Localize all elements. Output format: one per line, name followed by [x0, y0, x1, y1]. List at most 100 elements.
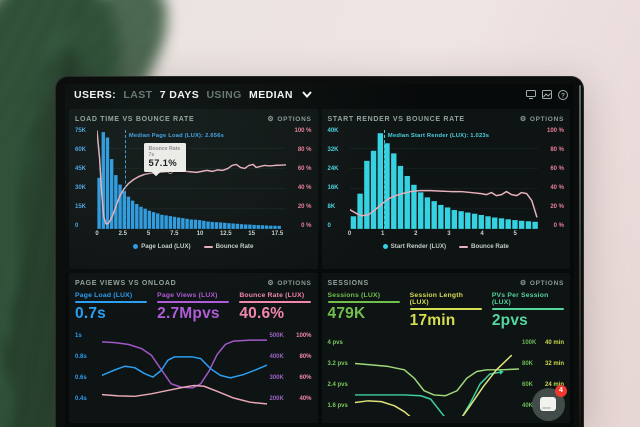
start-render-histogram: 40K 32K 24K 16K 8K 0 Median Start Render (LUX)… [328, 128, 564, 229]
options-button[interactable]: ⚙ OPTIONS [267, 280, 311, 287]
chat-button[interactable]: 4 [532, 385, 567, 421]
chevron-down-icon [302, 90, 312, 98]
dashboard-header: USERS: LAST 7 DAYS USING MEDIAN ? [65, 84, 574, 105]
legend-item[interactable]: Bounce Rate [459, 243, 509, 250]
median-line [383, 130, 385, 229]
monitor-icon[interactable] [526, 90, 536, 99]
axis-tick: 8K [327, 204, 336, 210]
legend-item[interactable]: Page Load (LUX) [133, 243, 191, 250]
metric-value: 0.7s [75, 305, 106, 322]
legend-item[interactable]: Start Render (LUX) [382, 243, 447, 250]
metric-underline [239, 301, 312, 303]
arrow-marker [498, 369, 504, 375]
axis-tick: 40K [522, 402, 534, 409]
axis-tick: 3.2 pvs [327, 360, 348, 367]
y-axis-l: 1s 0.8s 0.6s 0.4s [75, 325, 102, 409]
panel-sessions: SESSIONS ⚙ OPTIONS Sessions (LUX) 479K Ses… [321, 273, 570, 423]
axis-tick: 500K 100% [269, 332, 312, 339]
axis-tick: 2.4 pvs [327, 381, 348, 388]
line-chart-svg [354, 354, 519, 416]
median-label: Median Page Load (LUX): 2.656s [128, 133, 225, 139]
metric: Sessions (LUX) 479K [327, 292, 400, 330]
axis-tick: 0.4s [75, 395, 87, 402]
plot-area [102, 325, 267, 409]
tooltip-metric: Bounce Rate [148, 145, 181, 152]
laptop-screen: USERS: LAST 7 DAYS USING MEDIAN ? LOAD T… [55, 76, 584, 427]
panel-title: LOAD TIME VS BOUNCE RATE [75, 116, 195, 123]
legend-label: Bounce Rate [215, 243, 254, 250]
chart-legend: Start Render (LUX) Bounce Rate [328, 242, 565, 251]
options-label: OPTIONS [277, 116, 312, 123]
legend-label: Start Render (LUX) [390, 243, 447, 250]
axis-tick: 40 % [297, 185, 312, 191]
chat-icon [540, 397, 556, 411]
panel-title: PAGE VIEWS VS ONLOAD [75, 280, 177, 287]
help-icon[interactable]: ? [558, 89, 568, 100]
dashboard: USERS: LAST 7 DAYS USING MEDIAN ? LOAD T… [65, 84, 574, 427]
histogram-svg [97, 130, 286, 229]
options-button[interactable]: ⚙ OPTIONS [520, 116, 564, 123]
axis-tick: 40K [327, 128, 339, 134]
options-label: OPTIONS [529, 116, 564, 123]
users-label: USERS: [74, 88, 117, 101]
options-button[interactable]: ⚙ OPTIONS [520, 280, 564, 287]
metric-row: Sessions (LUX) 479K Session Length (LUX) 17… [327, 292, 565, 330]
screenshot-icon[interactable] [542, 90, 552, 99]
x-tick: 10 [196, 231, 204, 237]
notification-badge: 4 [555, 385, 567, 397]
x-tick: 0 [95, 231, 99, 237]
panel-page-views-vs-onload: PAGE VIEWS VS ONLOAD ⚙ OPTIONS Page Load… [69, 273, 318, 423]
metric-underline [409, 308, 482, 310]
axis-tick: 15K [75, 204, 87, 210]
axis-tick: 30K [75, 185, 87, 191]
metric-label: Session Length (LUX) [409, 292, 464, 306]
legend-label: Bounce Rate [471, 243, 509, 250]
y-axis-l: 40K 32K 24K 16K 8K 0 [328, 128, 350, 229]
plot-area: Median Page Load (LUX): 2.656s [97, 128, 286, 229]
x-tick: 12.5 [219, 231, 232, 237]
y-axis-l: 75K 60K 45K 30K 15K 0 [75, 128, 97, 229]
panel-load-time-vs-bounce-rate: LOAD TIME VS BOUNCE RATE ⚙ OPTIONS 75K 60… [69, 109, 318, 269]
legend-swatch [459, 245, 469, 248]
axis-tick: 20 % [550, 204, 564, 210]
legend-label: Page Load (LUX) [141, 243, 191, 250]
axis-tick: 20 % [297, 204, 312, 210]
metric-underline [327, 301, 400, 303]
metric-label: Sessions (LUX) [327, 292, 381, 299]
metric-value: 40.6% [239, 305, 285, 322]
gear-icon: ⚙ [267, 116, 275, 123]
legend-swatch [203, 245, 213, 248]
axis-tick: 4 pvs [327, 339, 343, 346]
panel-start-render-vs-bounce-rate: START RENDER VS BOUNCE RATE ⚙ OPTIONS 40… [321, 109, 570, 269]
axis-tick: 60K [75, 147, 87, 153]
x-tick: 4 [480, 231, 484, 237]
svg-text:?: ? [561, 92, 565, 99]
axis-tick: 0.6s [75, 374, 87, 381]
metric-value: 2.7Mpvs [157, 305, 220, 322]
gear-icon: ⚙ [267, 280, 275, 287]
x-tick: 2.5 [118, 231, 127, 237]
x-tick: 0 [347, 231, 352, 237]
metric-underline [491, 308, 564, 310]
y-axis-r: 500K 100% 400K 80% 300K 60% 200K 40% [267, 325, 312, 409]
metric-row: Page Load (LUX) 0.7s Page Views (LUX) 2.7Mp… [75, 292, 312, 323]
options-label: OPTIONS [277, 280, 312, 287]
x-axis: 0 2.5 5 7.5 10 12.5 15 17.5 [95, 231, 283, 239]
tooltip-x: 7s [148, 151, 155, 158]
y-axis-r: 100 % 80 % 60 % 40 % 20 % 0 % [538, 128, 564, 229]
load-time-histogram: 75K 60K 45K 30K 15K 0 Median Page Load (LUX): … [75, 128, 312, 229]
x-tick: 5 [146, 231, 151, 237]
metric: Page Views (LUX) 2.7Mpvs [157, 292, 230, 323]
options-button[interactable]: ⚙ OPTIONS [267, 116, 311, 123]
axis-tick: 60K 24 min [522, 381, 564, 388]
y-axis-r: 100 % 80 % 60 % 40 % 20 % 0 % [286, 128, 312, 229]
gear-icon: ⚙ [519, 280, 527, 287]
filter-summary[interactable]: USERS: LAST 7 DAYS USING MEDIAN [73, 89, 312, 101]
axis-tick: 75K [75, 128, 87, 134]
y-axis-r: 100K 40 min 80K 32 min 60K 24 min 40K [519, 332, 564, 416]
x-tick: 7.5 [170, 231, 179, 237]
x-tick: 15 [248, 231, 255, 237]
metric-label: Bounce Rate (LUX) [239, 292, 305, 299]
metric-value: 2pvs [491, 312, 528, 329]
legend-item[interactable]: Bounce Rate [203, 243, 254, 250]
